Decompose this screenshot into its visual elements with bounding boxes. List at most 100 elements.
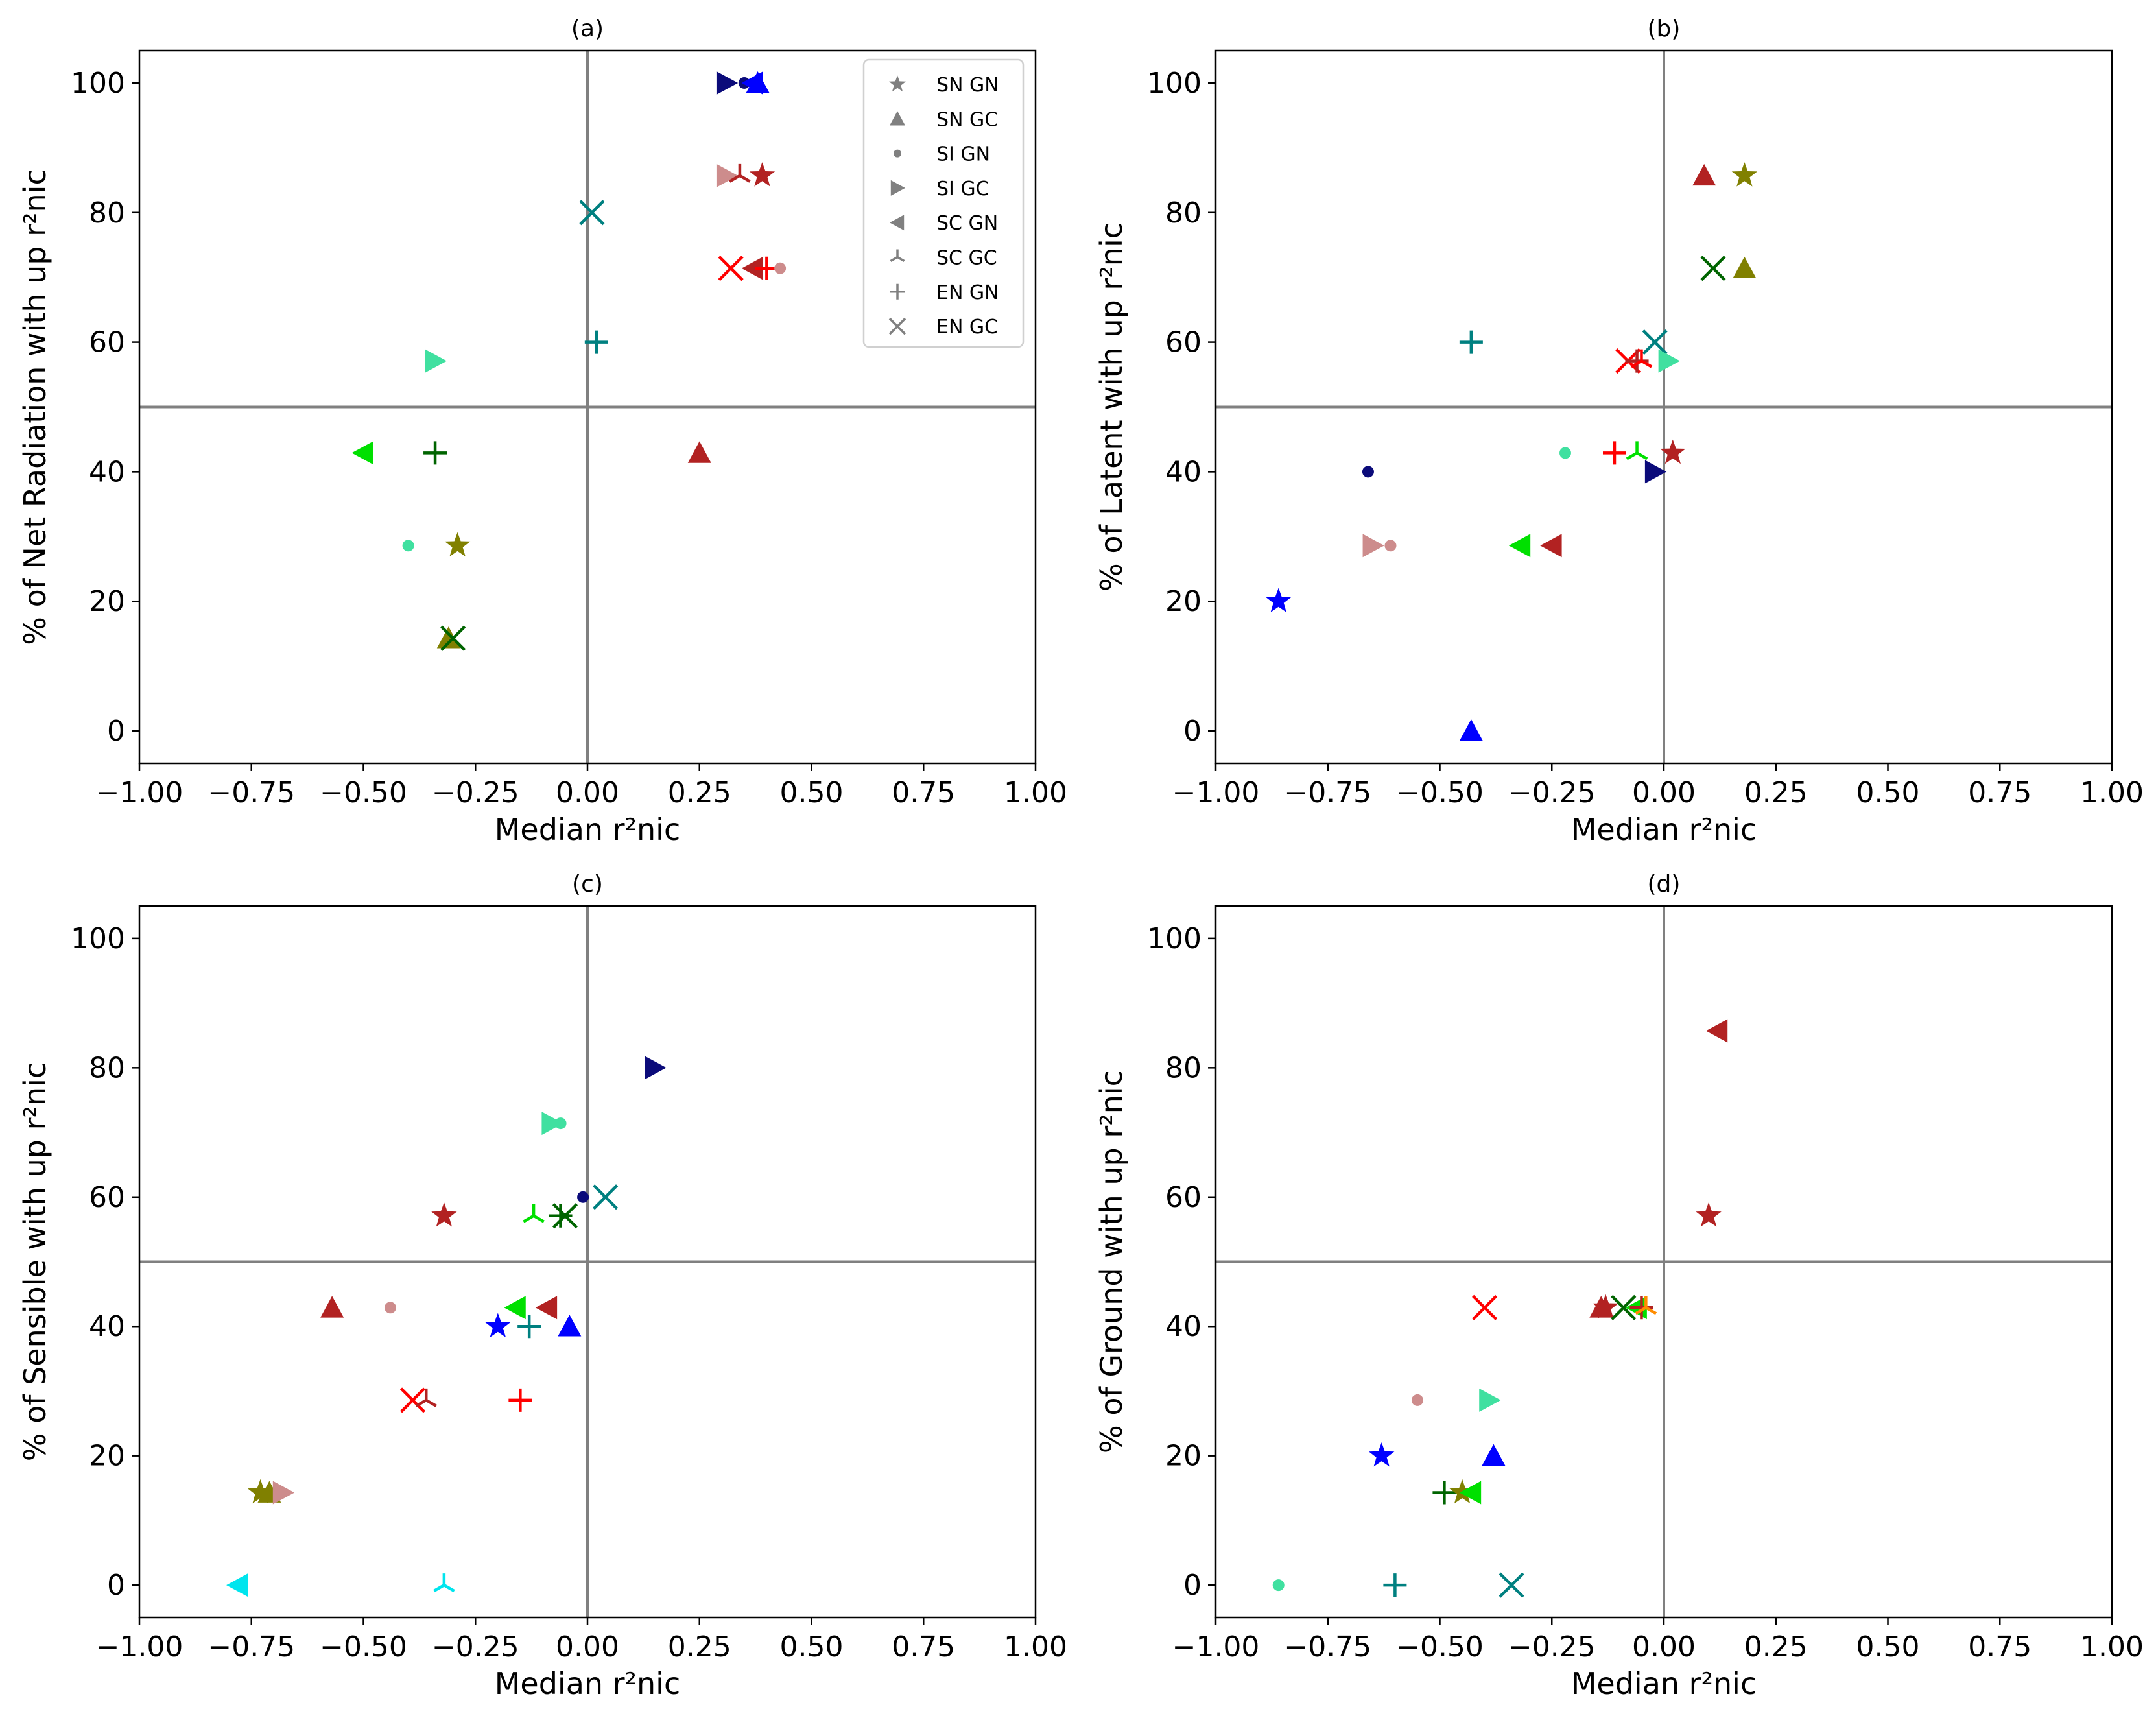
y-tick-label: 100: [1147, 67, 1202, 100]
y-tick-label: 0: [107, 1569, 125, 1602]
data-point: [1626, 441, 1648, 460]
data-point: [729, 163, 751, 183]
y-tick-label: 40: [1165, 1310, 1202, 1343]
data-point: [774, 262, 787, 274]
data-point: [1660, 439, 1686, 464]
data-point: [1540, 534, 1562, 558]
data-point: [552, 1203, 578, 1229]
legend-entry: EN GN: [890, 281, 999, 304]
data-point: [1611, 1294, 1637, 1320]
data-point: [351, 441, 373, 465]
x-tick-label: 1.00: [2080, 776, 2144, 809]
data-point: [579, 200, 605, 226]
data-point: [444, 532, 471, 557]
y-tick-label: 0: [1183, 715, 1202, 748]
legend-label: SC GC: [936, 247, 997, 270]
data-point: [1733, 256, 1757, 278]
data-point: [593, 1184, 619, 1210]
data-point: [436, 626, 460, 649]
legend-label: SN GN: [936, 74, 999, 97]
data-point: [549, 1204, 573, 1228]
x-tick-label: 0.00: [556, 1630, 619, 1664]
y-tick-label: 20: [89, 585, 125, 618]
y-tick-label: 80: [1165, 1051, 1202, 1084]
x-tick-label: −0.50: [320, 776, 407, 809]
y-tick-label: 80: [89, 197, 125, 230]
data-point: [749, 162, 776, 187]
x-tick-label: −1.00: [96, 1630, 184, 1664]
x-tick-label: 1.00: [1004, 776, 1067, 809]
x-tick-label: −0.25: [432, 776, 519, 809]
panel-c: −1.00 −0.75 −0.50 −0.25 0.00 0.25 0.50 0.75 1.00…: [18, 871, 1067, 1701]
data-point: [1362, 534, 1384, 558]
panel-title: (d): [1648, 871, 1681, 898]
x-tick-label: −0.25: [1508, 1630, 1596, 1664]
x-tick-label: 0.75: [892, 1630, 955, 1664]
data-point: [1644, 460, 1667, 484]
data-point: [1658, 349, 1680, 373]
x-tick-label: −0.75: [207, 776, 295, 809]
data-point: [504, 1296, 526, 1320]
legend-marker: [888, 75, 906, 92]
x-tick-label: 0.75: [892, 776, 955, 809]
data-point: [1432, 1481, 1456, 1505]
x-tick-label: 0.75: [1968, 776, 2032, 809]
data-point: [1459, 719, 1483, 741]
x-axis-label: Median r²nic: [1571, 812, 1757, 847]
y-tick-label: 100: [71, 67, 125, 100]
data-point: [440, 625, 466, 651]
x-tick-label: −0.25: [1508, 776, 1596, 809]
legend-entry: EN GC: [888, 316, 998, 339]
data-point: [746, 71, 770, 93]
y-tick-label: 20: [1165, 1440, 1202, 1473]
data-point: [1625, 349, 1649, 373]
x-tick-label: −0.75: [207, 1630, 295, 1664]
data-point: [1705, 1019, 1728, 1043]
legend-entry: SI GC: [890, 178, 989, 200]
x-tick-label: 1.00: [2080, 1630, 2144, 1664]
legend-marker: [894, 149, 901, 158]
data-point: [577, 1191, 589, 1203]
legend-label: EN GN: [936, 281, 999, 304]
data-point: [1629, 1296, 1653, 1320]
y-tick-label: 100: [71, 922, 125, 955]
data-point: [718, 256, 744, 281]
x-tick-label: 0.50: [780, 1630, 844, 1664]
y-tick-label: 60: [1165, 1181, 1202, 1214]
data-point: [1383, 1573, 1407, 1597]
data-point: [541, 1112, 563, 1136]
data-point: [535, 1296, 558, 1320]
y-axis-label: % of Net Radiation with up r²nic: [18, 169, 53, 645]
y-tick-label: 40: [89, 455, 125, 488]
data-point: [1384, 540, 1397, 552]
data-point: [687, 441, 711, 463]
data-point: [1692, 163, 1716, 186]
x-tick-label: 0.50: [1856, 776, 1920, 809]
data-point: [431, 1202, 457, 1227]
y-tick-label: 40: [89, 1310, 125, 1343]
legend-label: SI GN: [936, 143, 990, 166]
data-point: [1635, 1296, 1657, 1315]
y-tick-label: 60: [89, 326, 125, 359]
data-point: [1508, 534, 1531, 558]
x-tick-label: 0.75: [1968, 1630, 2032, 1664]
panel-title: (b): [1648, 16, 1681, 42]
x-tick-label: 0.00: [556, 776, 619, 809]
data-point: [1472, 1294, 1498, 1320]
y-tick-label: 20: [1165, 585, 1202, 618]
legend-marker: [888, 317, 906, 335]
data-point: [523, 1204, 545, 1223]
x-tick-label: 0.25: [668, 776, 731, 809]
x-tick-label: 0.00: [1632, 1630, 1696, 1664]
data-point: [716, 163, 739, 187]
x-tick-label: 0.25: [668, 1630, 731, 1664]
data-point: [1369, 1442, 1395, 1467]
y-tick-label: 40: [1165, 455, 1202, 488]
panel-title: (c): [572, 871, 603, 898]
data-point: [272, 1481, 295, 1505]
y-tick-label: 0: [107, 715, 125, 748]
legend-marker: [890, 249, 905, 263]
x-tick-label: −0.50: [320, 1630, 407, 1664]
legend-label: SC GN: [936, 212, 998, 235]
